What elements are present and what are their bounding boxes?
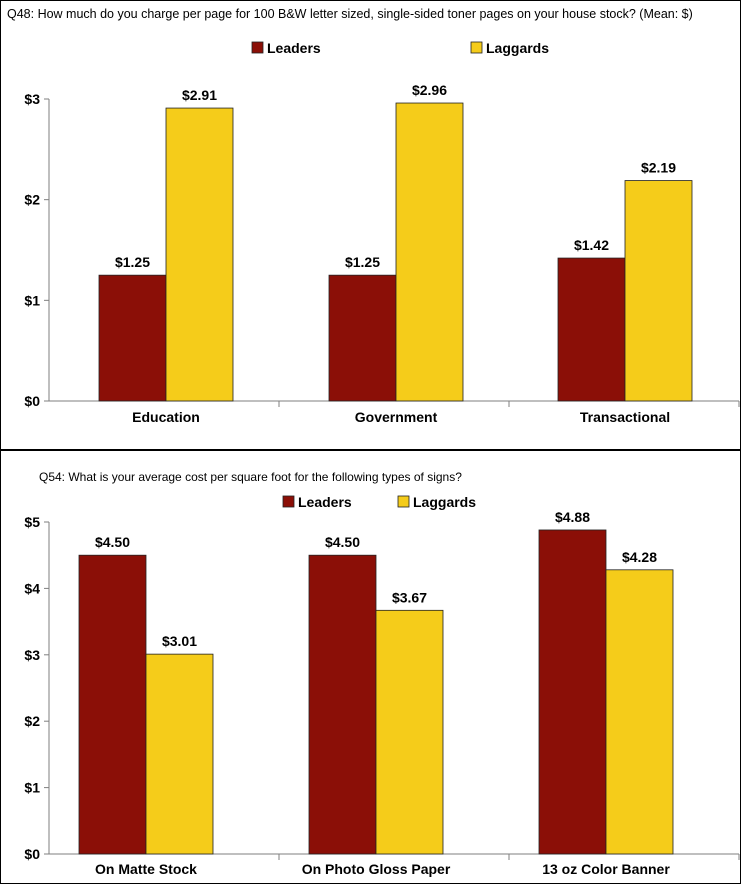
- x-tick-label: Government: [355, 409, 438, 425]
- x-tick-label: 13 oz Color Banner: [542, 861, 670, 877]
- chart-panel-q48: Q48: How much do you charge per page for…: [0, 0, 741, 450]
- bar-laggards: [165, 107, 234, 402]
- legend-label-laggards: Laggards: [413, 494, 476, 510]
- y-tick-label: $1: [24, 292, 40, 308]
- data-label: $4.28: [622, 549, 657, 565]
- bar-leaders: [328, 274, 397, 402]
- y-tick-label: $1: [24, 780, 40, 796]
- bar-leaders: [78, 554, 147, 855]
- y-tick-label: $3: [24, 91, 40, 107]
- x-tick-label: Education: [132, 409, 200, 425]
- legend-label-laggards: Laggards: [486, 40, 549, 56]
- legend-label-leaders: Leaders: [267, 40, 321, 56]
- x-tick-label: On Photo Gloss Paper: [302, 861, 451, 877]
- data-label: $1.42: [574, 237, 609, 253]
- bar-leaders: [557, 257, 626, 402]
- legend-swatch-laggards: [397, 495, 410, 508]
- chart-question: Q48: How much do you charge per page for…: [7, 7, 693, 21]
- bar-laggards: [605, 569, 674, 855]
- legend-swatch-leaders: [251, 41, 264, 54]
- bar-leaders: [98, 274, 167, 402]
- data-label: $2.91: [182, 87, 217, 103]
- data-label: $1.25: [115, 254, 150, 270]
- bar-chart-q48: $0 $1 $2 $3 $1.25 $2.91 Education $1.25 $2.96 Gov…: [24, 40, 740, 425]
- data-label: $3.67: [392, 589, 427, 605]
- y-tick-label: $5: [24, 514, 40, 530]
- y-tick-label: $0: [24, 846, 40, 862]
- data-label: $2.19: [641, 160, 676, 176]
- y-tick-label: $2: [24, 192, 40, 208]
- x-tick-label: Transactional: [580, 409, 670, 425]
- y-tick-label: $4: [24, 580, 40, 596]
- bar-laggards: [395, 102, 464, 402]
- x-tick-label: On Matte Stock: [95, 861, 197, 877]
- data-label: $4.50: [95, 534, 130, 550]
- data-label: $3.01: [162, 633, 197, 649]
- bar-laggards: [145, 653, 214, 855]
- y-tick-label: $0: [24, 393, 40, 409]
- y-tick-label: $2: [24, 713, 40, 729]
- bar-leaders: [538, 529, 607, 855]
- chart-panel-q54: Q54: What is your average cost per squar…: [0, 450, 741, 884]
- legend-swatch-leaders: [282, 495, 295, 508]
- y-tick-label: $3: [24, 647, 40, 663]
- legend-label-leaders: Leaders: [298, 494, 352, 510]
- bar-chart-q54: $0 $1 $2 $3 $4 $5 $4.50 $3.01 On Matte Stock $4.5…: [24, 494, 740, 877]
- bar-laggards: [375, 609, 444, 855]
- bar-laggards: [624, 180, 693, 402]
- data-label: $2.96: [412, 82, 447, 98]
- data-label: $4.88: [555, 509, 590, 525]
- chart-question: Q54: What is your average cost per squar…: [39, 470, 462, 484]
- data-label: $1.25: [345, 254, 380, 270]
- data-label: $4.50: [325, 534, 360, 550]
- bar-leaders: [308, 554, 377, 855]
- legend-swatch-laggards: [470, 41, 483, 54]
